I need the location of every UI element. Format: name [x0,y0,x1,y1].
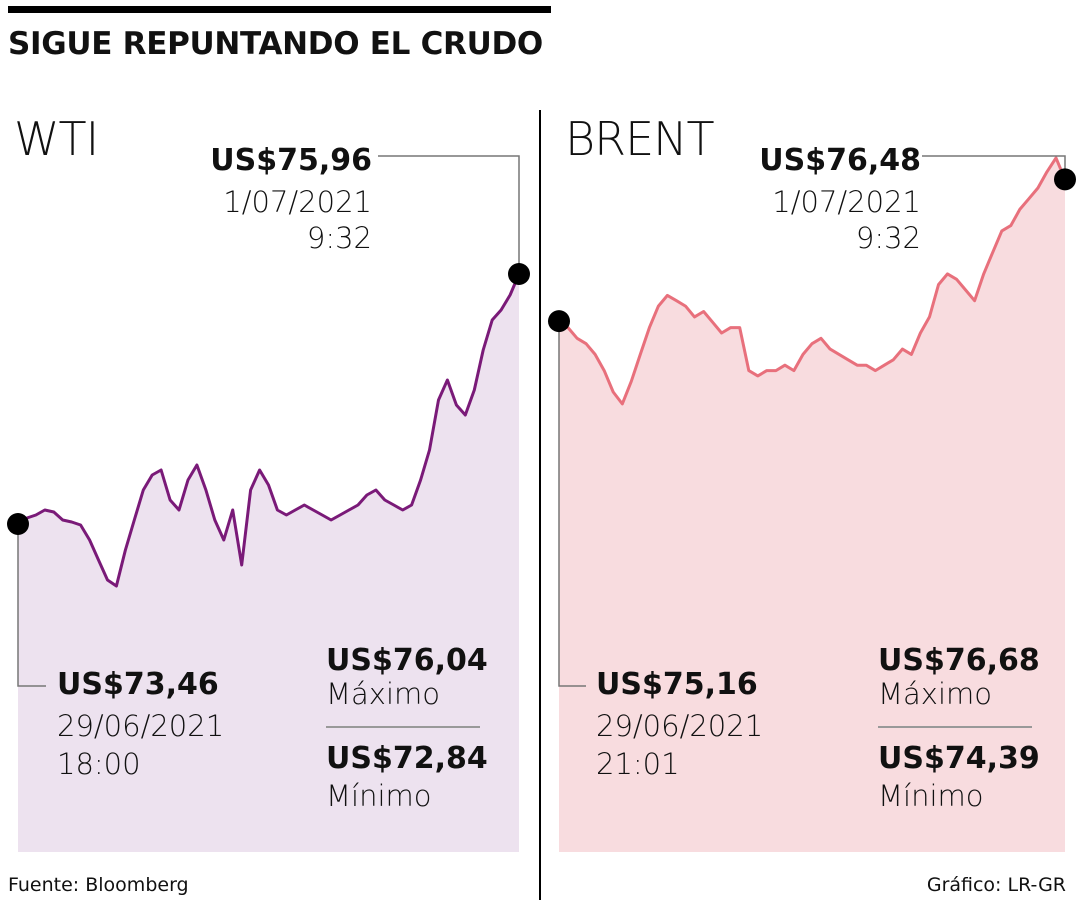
wti-panel: WTI US$75,96 1/07/2021 9:32 US$73,46 29/… [7,112,530,852]
wti-series-line [17,273,521,588]
brent-max-value: US$76,68 [878,643,1040,678]
panel-divider [539,110,541,900]
wti-start-leader [17,524,46,687]
brent-chart [548,155,1076,852]
wti-min-value: US$72,84 [326,741,488,776]
brent-min-value: US$74,39 [878,741,1040,776]
brent-end-marker [1054,168,1076,191]
brent-start-date: 29/06/2021 [596,709,764,743]
chart-title: SIGUE REPUNTANDO EL CRUDO [8,26,543,62]
brent-end-time: 9:32 [855,221,921,255]
brent-series-line [558,156,1067,406]
wti-start-time: 18:00 [57,747,141,781]
brent-max-label: Máximo [878,677,993,711]
wti-end-time: 9:32 [306,221,372,255]
brent-end-value: US$76,48 [759,143,921,178]
wti-max-value: US$76,04 [326,643,488,678]
wti-chart [7,155,530,852]
brent-start-time: 21:01 [596,747,680,781]
brent-min-label: Mínimo [878,779,984,813]
wti-stats-rule [326,726,480,728]
brent-start-marker [548,310,570,333]
wti-series-name: WTI [14,112,99,166]
wti-end-marker [508,263,530,285]
credit-note: Gráfico: LR-GR [926,874,1066,896]
wti-max-label: Máximo [326,677,441,711]
title-rule [8,6,551,13]
wti-start-value: US$73,46 [57,667,219,702]
wti-min-label: Mínimo [326,779,432,813]
wti-area-fill [18,274,519,852]
brent-start-value: US$75,16 [596,667,758,702]
brent-end-date: 1/07/2021 [772,185,921,219]
source-note: Fuente: Bloomberg [8,874,189,896]
wti-start-marker [7,513,29,535]
wti-end-leader [378,155,520,274]
wti-start-date: 29/06/2021 [57,709,225,743]
brent-panel: BRENT US$76,48 1/07/2021 9:32 US$75,16 2… [541,0,1080,900]
wti-end-value: US$75,96 [210,143,372,178]
brent-series-name: BRENT [565,112,715,166]
brent-start-leader [558,321,586,687]
brent-area-fill [559,157,1065,852]
wti-end-date: 1/07/2021 [223,185,372,219]
brent-stats-rule [878,726,1032,728]
